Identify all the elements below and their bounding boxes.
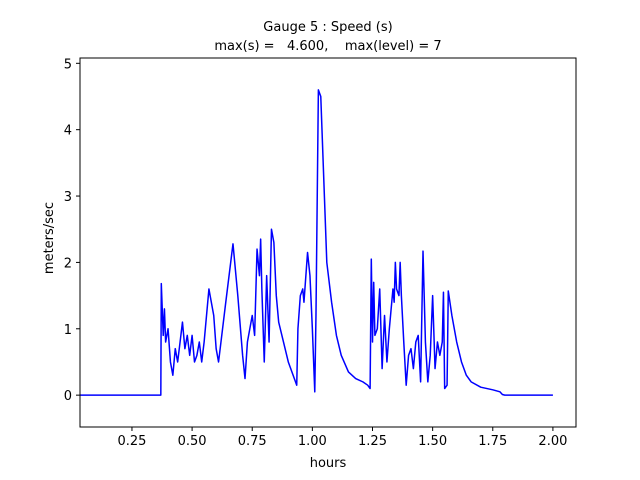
chart-subtitle: max(s) = 4.600, max(level) = 7 bbox=[214, 39, 441, 54]
y-tick-label: 0 bbox=[64, 389, 72, 404]
y-tick-label: 2 bbox=[64, 256, 72, 271]
chart-title: Gauge 5 : Speed (s) bbox=[263, 20, 392, 35]
x-tick-label: 1.25 bbox=[358, 434, 387, 449]
x-tick-label: 0.25 bbox=[117, 434, 146, 449]
y-tick-label: 4 bbox=[64, 124, 72, 139]
x-tick-label: 0.50 bbox=[178, 434, 207, 449]
x-tick-label: 1.00 bbox=[298, 434, 327, 449]
x-tick-label: 2.00 bbox=[538, 434, 567, 449]
y-tick-label: 1 bbox=[64, 323, 72, 338]
data-line bbox=[80, 89, 553, 396]
x-axis-label: hours bbox=[310, 456, 347, 471]
plot-frame bbox=[79, 57, 577, 428]
x-tick-label: 1.50 bbox=[418, 434, 447, 449]
x-tick-label: 0.75 bbox=[238, 434, 267, 449]
y-axis-label: meters/sec bbox=[42, 202, 57, 274]
x-tick-label: 1.75 bbox=[478, 434, 507, 449]
y-tick-label: 3 bbox=[64, 190, 72, 205]
y-tick-label: 5 bbox=[64, 57, 72, 72]
